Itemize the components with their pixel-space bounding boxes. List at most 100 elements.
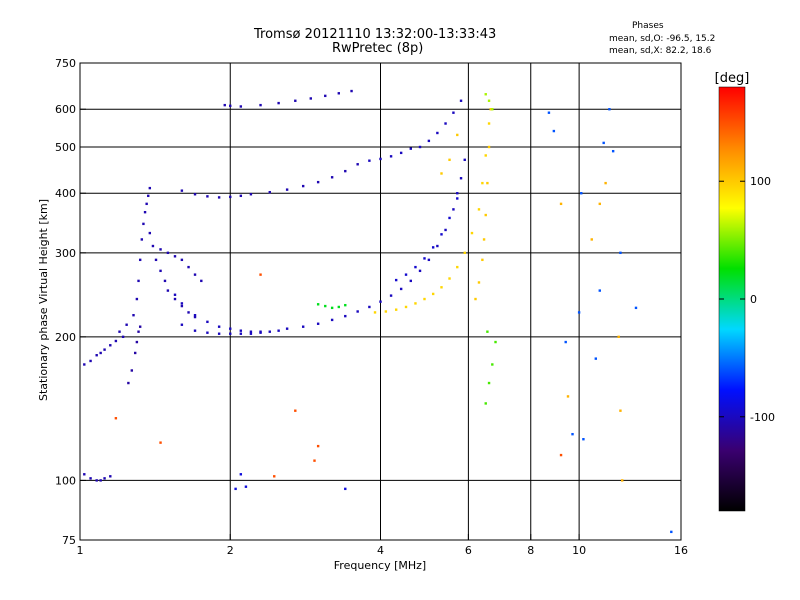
x-axis-ticks: 1 2 4 6 8 10 16: [77, 534, 688, 557]
colorbar-tick-label: -100: [750, 411, 775, 424]
data-point: [159, 441, 162, 444]
data-point: [491, 363, 494, 366]
data-point: [448, 216, 451, 220]
x-tick-label: 10: [572, 544, 586, 557]
data-point: [324, 304, 327, 308]
data-point: [456, 265, 459, 269]
data-point: [309, 97, 312, 100]
data-point: [491, 108, 494, 111]
data-point: [259, 330, 262, 333]
data-point: [273, 475, 276, 478]
data-point: [316, 322, 320, 325]
data-point: [89, 477, 92, 480]
x-tick-label: 2: [227, 544, 234, 557]
data-point: [193, 329, 197, 332]
data-point: [494, 340, 497, 344]
data-point: [147, 194, 150, 198]
y-axis-ticks: 75 100 200 300 400 500 600 750: [55, 57, 86, 547]
data-point: [285, 327, 289, 330]
data-point: [142, 222, 145, 226]
data-point: [611, 149, 615, 153]
data-point: [448, 277, 451, 280]
data-point: [277, 329, 280, 332]
data-point: [193, 313, 197, 317]
data-point: [608, 108, 611, 111]
data-point: [484, 154, 487, 157]
data-point: [484, 213, 487, 217]
data-point: [440, 172, 443, 175]
data-point: [604, 181, 607, 185]
data-point: [95, 354, 98, 357]
data-point: [109, 344, 112, 347]
data-point: [444, 228, 447, 232]
y-tick-label: 100: [55, 474, 76, 487]
x-tick-label: 4: [377, 544, 384, 557]
data-point: [166, 251, 170, 255]
data-point: [145, 202, 148, 206]
data-point: [489, 108, 492, 111]
data-point: [470, 231, 474, 235]
data-point: [373, 311, 377, 314]
data-point: [316, 444, 320, 448]
data-point: [121, 335, 125, 339]
data-point: [114, 417, 118, 420]
data-point: [249, 330, 253, 333]
chart-title: Tromsø 20121110 13:32:00-13:33:43: [254, 27, 497, 42]
data-point: [404, 305, 408, 309]
data-point: [482, 238, 486, 241]
data-point: [594, 357, 598, 360]
data-point: [301, 325, 305, 328]
data-point: [193, 193, 197, 196]
data-point: [229, 104, 232, 108]
data-point: [268, 190, 271, 194]
data-point: [166, 289, 170, 292]
data-point: [404, 273, 408, 276]
data-point: [138, 258, 142, 262]
data-point: [99, 351, 102, 355]
data-point: [440, 233, 443, 236]
data-point: [409, 147, 412, 150]
data-point: [356, 163, 359, 166]
data-point: [229, 195, 232, 199]
data-point: [444, 122, 447, 125]
data-point: [571, 432, 574, 436]
data-point: [481, 181, 484, 185]
data-point: [619, 251, 622, 255]
data-point: [187, 265, 190, 269]
data-point: [344, 487, 347, 491]
data-point: [83, 363, 86, 366]
data-point: [268, 330, 271, 333]
data-point: [193, 315, 197, 319]
x-tick-label: 8: [527, 544, 534, 557]
data-point: [173, 255, 177, 258]
data-point: [163, 279, 167, 283]
data-point: [456, 133, 459, 137]
data-point: [103, 477, 106, 480]
data-point: [456, 197, 459, 200]
data-point: [244, 485, 248, 488]
data-point: [118, 330, 121, 333]
data-point: [193, 273, 197, 276]
data-point: [239, 332, 243, 335]
phase-mean-x: mean, sd,X: 82.2, 18.6: [609, 46, 712, 56]
data-point: [487, 122, 491, 125]
data-point: [477, 281, 481, 284]
data-point: [135, 297, 139, 301]
data-point: [598, 202, 601, 206]
data-point: [154, 258, 158, 262]
data-point: [486, 181, 489, 185]
data-point: [577, 311, 581, 314]
data-point: [277, 101, 280, 105]
data-point: [83, 473, 86, 476]
data-point: [559, 453, 563, 457]
data-point: [159, 269, 162, 273]
data-point: [399, 151, 403, 155]
colorbar-ticks: 100 0 -100: [719, 175, 775, 424]
data-point: [316, 180, 320, 184]
data-point: [356, 310, 359, 313]
data-point: [125, 323, 128, 326]
data-point: [337, 305, 341, 309]
y-tick-label: 600: [55, 103, 76, 116]
